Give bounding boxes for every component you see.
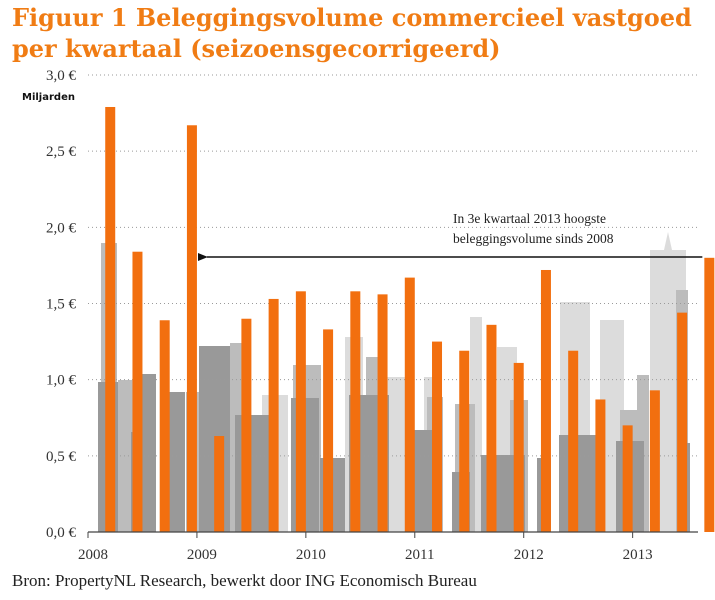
y-tick-label: 0,5 € — [46, 449, 77, 465]
chart-title: Figuur 1 Beleggingsvolume commercieel va… — [12, 2, 712, 64]
y-tick-label: 1,0 € — [46, 373, 77, 389]
annotation-line-2: beleggingsvolume sinds 2008 — [453, 231, 614, 246]
y-axis-unit-label: Miljarden — [22, 92, 75, 103]
bar — [159, 320, 170, 532]
bar — [214, 436, 225, 532]
x-tick-label: 2012 — [514, 547, 544, 563]
x-tick-label: 2011 — [405, 547, 434, 563]
y-tick-label: 3,0 € — [46, 68, 77, 84]
bar — [132, 251, 143, 532]
y-tick-label: 2,0 € — [46, 220, 77, 236]
bar — [704, 257, 715, 532]
y-tick-label: 0,0 € — [46, 525, 77, 541]
bar — [540, 269, 551, 532]
bar — [486, 324, 497, 532]
annotation: In 3e kwartaal 2013 hoogste beleggingsvo… — [197, 211, 703, 261]
x-tick-label: 2013 — [623, 547, 653, 563]
bar — [241, 318, 252, 532]
bar — [432, 341, 443, 532]
bar — [186, 125, 197, 533]
bar — [649, 390, 660, 532]
bar-chart: 0,0 € 0,5 € 1,0 € 1,5 € 2,0 € 2,5 € 3,0 € 2008 2… — [22, 68, 715, 563]
bar — [404, 277, 415, 532]
bar — [595, 399, 606, 532]
source-note: Bron: PropertyNL Research, bewerkt door … — [12, 571, 477, 590]
bar — [105, 106, 116, 533]
x-tick-label: 2009 — [187, 547, 217, 563]
y-tick-label: 2,5 € — [46, 144, 77, 160]
bar — [377, 294, 388, 532]
y-tick-label: 1,5 € — [46, 297, 77, 313]
chart-title-line-2: per kwartaal (seizoensgecorrigeerd) — [12, 34, 501, 63]
axes: 0,0 € 0,5 € 1,0 € 1,5 € 2,0 € 2,5 € 3,0 € 2008 2… — [46, 68, 698, 563]
bar — [568, 350, 579, 532]
bar — [622, 425, 633, 532]
bar-series — [105, 106, 715, 533]
bar — [350, 291, 361, 532]
x-tick-label: 2008 — [78, 547, 108, 563]
bar — [295, 291, 306, 532]
chart-title-line-1: Figuur 1 Beleggingsvolume commercieel va… — [12, 3, 692, 32]
x-tick-label: 2010 — [296, 547, 326, 563]
bar — [459, 350, 470, 532]
bar — [323, 329, 334, 532]
bar — [513, 362, 524, 532]
bar — [677, 312, 688, 532]
annotation-line-1: In 3e kwartaal 2013 hoogste — [453, 211, 606, 226]
bar — [268, 298, 279, 532]
